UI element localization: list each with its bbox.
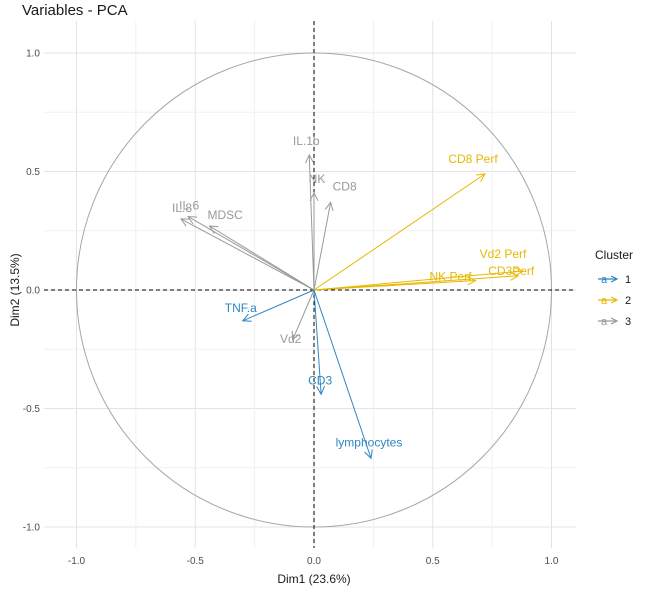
- reference-lines: [44, 21, 576, 548]
- legend-key-arrow-1: [610, 275, 619, 283]
- y-tick-label: 0.0: [26, 286, 40, 297]
- x-tick-label: -0.5: [187, 556, 205, 567]
- arrow-cd3: [313, 289, 322, 395]
- legend-title: Cluster: [595, 248, 633, 262]
- label-cd8-perf: CD8 Perf: [448, 152, 498, 166]
- label-il-1b: IL.1b: [293, 134, 320, 148]
- legend-key-arrow-3: [610, 317, 619, 325]
- label-il-8: IL.8: [172, 201, 192, 215]
- arrowhead-nk: [309, 191, 319, 202]
- arrow-lymphocytes: [313, 289, 372, 459]
- arrowhead-cd8: [324, 201, 334, 212]
- y-tick-label: 0.5: [26, 167, 40, 178]
- label-nk: NK: [309, 172, 326, 186]
- y-tick-label: -0.5: [23, 404, 41, 415]
- variable-labels: IL.1b NK CD8 IL.8IL.6 MDSC Vd2 CD8 Perf Vd2 Per…: [172, 134, 535, 449]
- arrowhead-il-1b: [305, 153, 314, 164]
- legend-label-2: 2: [625, 295, 631, 307]
- label-nk-perf: NK Perf: [429, 270, 472, 284]
- x-tick-label: -1.0: [68, 556, 86, 567]
- arrow-vd2: [292, 289, 315, 340]
- arrowhead-vd2-perf: [514, 267, 525, 277]
- label-lymphocytes: lymphocytes: [336, 435, 403, 449]
- x-tick-label: 0.0: [307, 556, 321, 567]
- arrowhead-cd8-perf: [476, 173, 486, 182]
- x-tick-label: 1.0: [545, 556, 559, 567]
- legend-key-arrow-2: [610, 296, 619, 304]
- arrow-mdsc: [209, 225, 315, 291]
- grid: [44, 21, 576, 548]
- label-vd2-perf: Vd2 Perf: [480, 247, 527, 261]
- legend-label-3: 3: [625, 316, 631, 328]
- arrowhead-mdsc: [208, 225, 219, 234]
- y-axis-title: Dim2 (13.5%): [8, 253, 22, 326]
- legend-key-glyph-3: a: [601, 316, 608, 328]
- arrowhead-il-8: [180, 218, 190, 227]
- label-vd2: Vd2: [280, 332, 302, 346]
- arrow-vd2-perf: [313, 270, 524, 291]
- arrowhead-cd3perf: [509, 271, 520, 281]
- legend-key-glyph-1: a: [601, 274, 608, 286]
- arrowhead-nk-perf: [467, 276, 477, 286]
- arrowhead-cd3: [316, 385, 326, 396]
- arrowhead-tnf-a: [241, 313, 252, 322]
- arrow-il-6: [187, 216, 315, 291]
- x-tick-label: 0.5: [426, 556, 440, 567]
- arrow-cd8-perf: [313, 173, 486, 291]
- arrowhead-il-6: [187, 215, 198, 225]
- y-axis-ticks: -1.0 -0.5 0.0 0.5 1.0: [23, 49, 41, 534]
- y-tick-label: 1.0: [26, 49, 40, 60]
- variable-arrows: [180, 153, 525, 460]
- label-tnf-a: TNF.a: [225, 301, 257, 315]
- arrowhead-lymphocytes: [364, 449, 373, 460]
- y-tick-label: -1.0: [23, 523, 41, 534]
- label-cd3perf: CD3Perf: [488, 264, 535, 278]
- label-cd8: CD8: [333, 179, 357, 193]
- arrow-nk-perf: [313, 280, 476, 291]
- x-axis-ticks: -1.0 -0.5 0.0 0.5 1.0: [68, 556, 559, 567]
- arrow-il-8: [180, 218, 315, 291]
- arrowhead-vd2: [291, 330, 300, 341]
- label-mdsc: MDSC: [208, 208, 244, 222]
- x-axis-title: Dim1 (23.6%): [277, 572, 350, 586]
- legend: a 1 a 2 a 3: [598, 274, 631, 328]
- legend-key-glyph-2: a: [601, 295, 608, 307]
- label-cd3: CD3: [308, 373, 332, 387]
- arrow-tnf-a: [242, 289, 315, 322]
- arrow-il-1b: [308, 154, 315, 291]
- label-il-6: IL.6: [179, 199, 199, 213]
- arrow-cd8: [313, 202, 332, 291]
- chart-title: Variables - PCA: [22, 2, 128, 19]
- legend-label-1: 1: [625, 274, 631, 286]
